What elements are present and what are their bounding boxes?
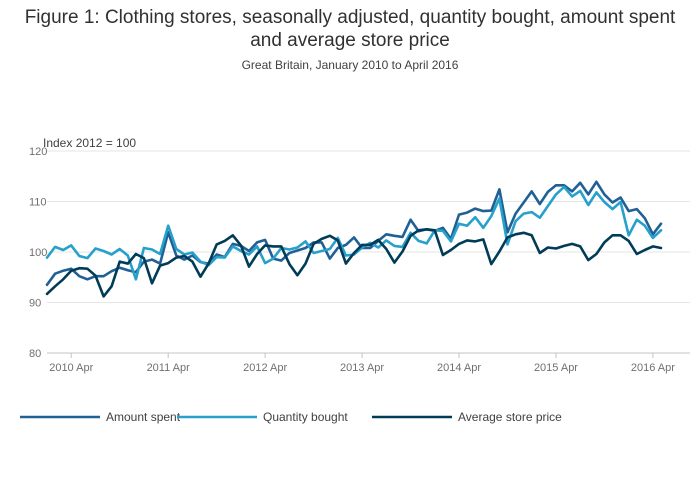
- legend-label: Average store price: [458, 410, 562, 424]
- legend-label: Quantity bought: [263, 410, 348, 424]
- x-tick-label: 2012 Apr: [243, 362, 287, 374]
- y-axis-label: Index 2012 = 100: [43, 136, 136, 150]
- series-lines: [45, 180, 663, 298]
- series-line-average-store-price: [45, 228, 663, 298]
- legend-label: Amount spent: [106, 410, 181, 424]
- x-tick-label: 2013 Apr: [340, 362, 384, 374]
- series-line-quantity-bought: [45, 185, 663, 281]
- y-tick-label: 110: [29, 197, 47, 209]
- y-tick-label: 80: [29, 348, 41, 360]
- y-tick-label: 90: [29, 298, 41, 310]
- x-axis-ticks: 2010 Apr 2011 Apr 2012 Apr 2013 Apr 2014 Apr…: [49, 353, 675, 374]
- chart-subtitle: Great Britain, January 2010 to April 201…: [241, 58, 459, 72]
- x-tick-label: 2014 Apr: [437, 362, 481, 374]
- x-tick-label: 2011 Apr: [147, 362, 191, 374]
- y-tick-label: 120: [29, 146, 47, 158]
- chart-title: Figure 1: Clothing stores, seasonally ad…: [24, 7, 676, 51]
- y-tick-label: 100: [29, 247, 47, 259]
- gridlines: [47, 150, 690, 354]
- x-tick-label: 2010 Apr: [49, 362, 93, 374]
- legend: Amount spent Quantity bought Average store…: [20, 410, 562, 424]
- y-axis-ticks: 80 90 100 110 120: [29, 146, 47, 360]
- x-tick-label: 2016 Apr: [631, 362, 675, 374]
- x-tick-label: 2015 Apr: [534, 362, 578, 374]
- series-line-amount-spent: [45, 180, 663, 287]
